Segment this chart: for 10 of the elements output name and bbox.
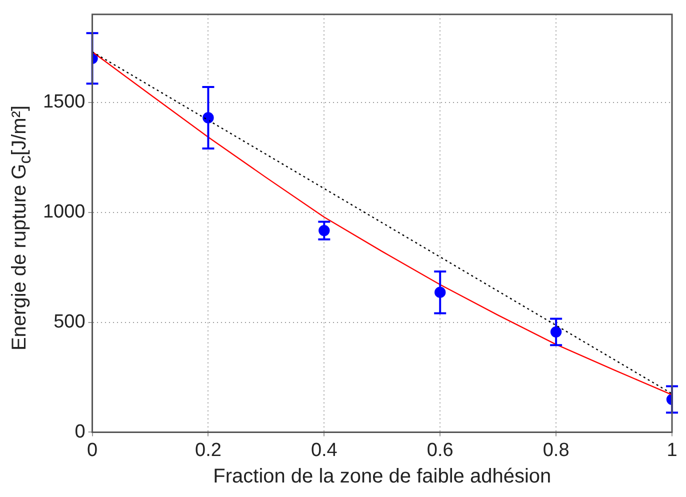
y-tick-label: 0: [74, 421, 86, 442]
x-tick-label: 1: [666, 440, 678, 461]
x-tick-label: 0.4: [310, 440, 338, 461]
x-tick-label: 0.2: [195, 440, 222, 461]
x-tick-label: 0.8: [542, 440, 570, 461]
y-tick-label: 500: [54, 311, 86, 332]
y-tick-label: 1500: [42, 92, 86, 113]
y-tick-label: 1000: [42, 202, 86, 223]
x-axis-title: Fraction de la zone de faible adhésion: [213, 466, 552, 488]
x-tick-label: 0.6: [426, 440, 454, 461]
